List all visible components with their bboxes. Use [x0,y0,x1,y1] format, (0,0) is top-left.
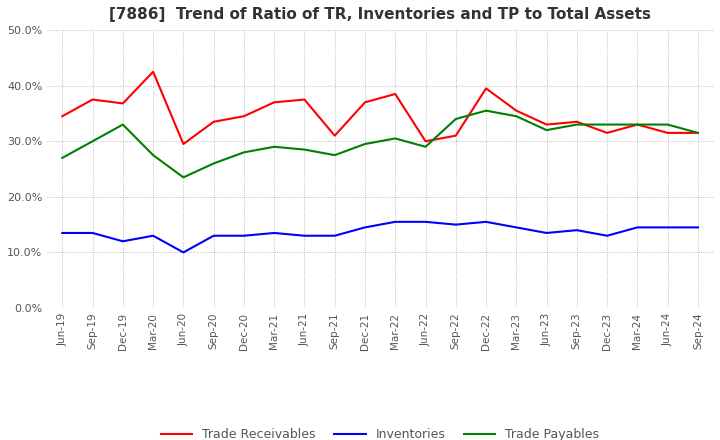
Line: Inventories: Inventories [63,222,698,253]
Inventories [663,225,672,230]
Inventories [210,233,218,238]
Inventories [179,250,188,255]
Trade Payables [451,116,460,121]
Trade Payables [149,153,158,158]
Inventories [58,230,67,235]
Trade Receivables [361,100,369,105]
Inventories [451,222,460,227]
Inventories [391,219,400,224]
Trade Receivables [421,139,430,144]
Trade Receivables [451,133,460,138]
Trade Receivables [663,130,672,136]
Trade Payables [693,130,702,136]
Inventories [270,230,279,235]
Trade Payables [572,122,581,127]
Trade Payables [482,108,490,113]
Trade Receivables [693,130,702,136]
Trade Payables [240,150,248,155]
Trade Receivables [482,86,490,91]
Inventories [542,230,551,235]
Inventories [603,233,611,238]
Trade Payables [663,122,672,127]
Trade Payables [119,122,127,127]
Trade Receivables [179,141,188,147]
Trade Payables [391,136,400,141]
Trade Receivables [119,101,127,106]
Trade Payables [512,114,521,119]
Trade Payables [421,144,430,150]
Trade Payables [542,128,551,133]
Trade Receivables [512,108,521,113]
Trade Payables [179,175,188,180]
Line: Trade Receivables: Trade Receivables [63,72,698,144]
Inventories [300,233,309,238]
Trade Receivables [391,92,400,97]
Inventories [572,227,581,233]
Inventories [119,238,127,244]
Trade Receivables [240,114,248,119]
Trade Payables [361,141,369,147]
Trade Receivables [210,119,218,125]
Inventories [482,219,490,224]
Title: [7886]  Trend of Ratio of TR, Inventories and TP to Total Assets: [7886] Trend of Ratio of TR, Inventories… [109,7,651,22]
Trade Receivables [300,97,309,102]
Legend: Trade Receivables, Inventories, Trade Payables: Trade Receivables, Inventories, Trade Pa… [156,423,604,440]
Trade Receivables [149,69,158,74]
Trade Receivables [58,114,67,119]
Inventories [330,233,339,238]
Inventories [633,225,642,230]
Line: Trade Payables: Trade Payables [63,110,698,177]
Inventories [693,225,702,230]
Trade Payables [603,122,611,127]
Inventories [240,233,248,238]
Trade Receivables [270,100,279,105]
Trade Payables [58,155,67,161]
Trade Receivables [89,97,97,102]
Inventories [89,230,97,235]
Inventories [361,225,369,230]
Trade Receivables [633,122,642,127]
Trade Payables [89,139,97,144]
Trade Payables [330,153,339,158]
Inventories [149,233,158,238]
Trade Receivables [572,119,581,125]
Trade Payables [300,147,309,152]
Inventories [512,225,521,230]
Trade Receivables [542,122,551,127]
Trade Receivables [603,130,611,136]
Trade Payables [210,161,218,166]
Trade Receivables [330,133,339,138]
Inventories [421,219,430,224]
Trade Payables [270,144,279,150]
Trade Payables [633,122,642,127]
